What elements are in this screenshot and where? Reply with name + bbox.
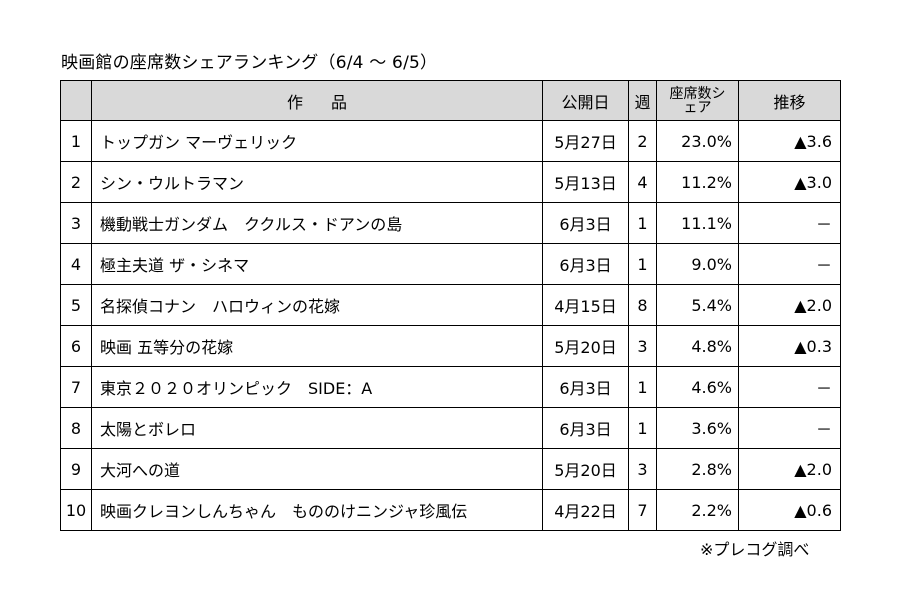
cell-week: 1 <box>628 407 657 449</box>
page-title: 映画館の座席数シェアランキング（6/4 ～ 6/5） <box>61 53 438 73</box>
table-row: 6 映画 五等分の花嫁 5月20日 3 4.8% ▲0.3 <box>60 325 841 367</box>
header-share: 座席数シェア <box>656 80 739 121</box>
table-row: 2 シン・ウルトラマン 5月13日 4 11.2% ▲3.0 <box>60 161 841 203</box>
cell-trend: ▲2.0 <box>738 448 841 490</box>
table-row: 9 大河への道 5月20日 3 2.8% ▲2.0 <box>60 448 841 490</box>
cell-title: 東京２０２０オリンピック SIDE：A <box>91 366 543 408</box>
table-row: 7 東京２０２０オリンピック SIDE：A 6月3日 1 4.6% － <box>60 366 841 408</box>
header-week: 週 <box>628 80 657 121</box>
cell-rank: 10 <box>60 489 92 531</box>
ranking-table: 作品 公開日 週 座席数シェア 推移 1 トップガン マーヴェリック 5月27日 2 2… <box>60 80 841 531</box>
cell-rank: 6 <box>60 325 92 367</box>
cell-trend: ▲3.0 <box>738 161 841 203</box>
table-row: 1 トップガン マーヴェリック 5月27日 2 23.0% ▲3.6 <box>60 120 841 162</box>
cell-trend: － <box>738 407 841 449</box>
header-title: 作品 <box>91 80 543 121</box>
cell-seat-share: 11.2% <box>656 161 739 203</box>
cell-title: 機動戦士ガンダム ククルス・ドアンの島 <box>91 202 543 244</box>
cell-seat-share: 9.0% <box>656 243 739 285</box>
cell-title: 太陽とボレロ <box>91 407 543 449</box>
cell-week: 8 <box>628 284 657 326</box>
cell-title: 大河への道 <box>91 448 543 490</box>
cell-week: 3 <box>628 325 657 367</box>
table-row: 5 名探偵コナン ハロウィンの花嫁 4月15日 8 5.4% ▲2.0 <box>60 284 841 326</box>
cell-release-date: 5月20日 <box>542 448 629 490</box>
cell-rank: 4 <box>60 243 92 285</box>
cell-rank: 7 <box>60 366 92 408</box>
table-row: 3 機動戦士ガンダム ククルス・ドアンの島 6月3日 1 11.1% － <box>60 202 841 244</box>
cell-trend: ▲3.6 <box>738 120 841 162</box>
cell-seat-share: 5.4% <box>656 284 739 326</box>
cell-seat-share: 23.0% <box>656 120 739 162</box>
cell-week: 2 <box>628 120 657 162</box>
cell-release-date: 4月22日 <box>542 489 629 531</box>
cell-release-date: 5月20日 <box>542 325 629 367</box>
cell-title: 映画クレヨンしんちゃん もののけニンジャ珍風伝 <box>91 489 543 531</box>
cell-trend: ▲2.0 <box>738 284 841 326</box>
cell-release-date: 5月27日 <box>542 120 629 162</box>
cell-trend: － <box>738 202 841 244</box>
header-share-text: 座席数シェア <box>669 85 726 116</box>
cell-release-date: 6月3日 <box>542 407 629 449</box>
cell-title: 映画 五等分の花嫁 <box>91 325 543 367</box>
cell-rank: 3 <box>60 202 92 244</box>
cell-rank: 9 <box>60 448 92 490</box>
cell-title: トップガン マーヴェリック <box>91 120 543 162</box>
cell-rank: 1 <box>60 120 92 162</box>
source-note: ※プレコグ調べ <box>700 540 810 559</box>
cell-seat-share: 4.8% <box>656 325 739 367</box>
cell-trend: ▲0.6 <box>738 489 841 531</box>
cell-release-date: 5月13日 <box>542 161 629 203</box>
cell-week: 1 <box>628 202 657 244</box>
header-row: 作品 公開日 週 座席数シェア 推移 <box>60 80 841 121</box>
cell-week: 1 <box>628 366 657 408</box>
header-release: 公開日 <box>542 80 629 121</box>
cell-trend: － <box>738 243 841 285</box>
cell-trend: ▲0.3 <box>738 325 841 367</box>
cell-seat-share: 3.6% <box>656 407 739 449</box>
table-row: 4 極主夫道 ザ・シネマ 6月3日 1 9.0% － <box>60 243 841 285</box>
header-rank <box>60 80 92 121</box>
cell-title: シン・ウルトラマン <box>91 161 543 203</box>
cell-seat-share: 11.1% <box>656 202 739 244</box>
cell-rank: 8 <box>60 407 92 449</box>
cell-release-date: 6月3日 <box>542 366 629 408</box>
header-trend: 推移 <box>738 80 841 121</box>
cell-title: 名探偵コナン ハロウィンの花嫁 <box>91 284 543 326</box>
cell-seat-share: 2.8% <box>656 448 739 490</box>
cell-week: 1 <box>628 243 657 285</box>
cell-week: 7 <box>628 489 657 531</box>
cell-seat-share: 2.2% <box>656 489 739 531</box>
cell-release-date: 6月3日 <box>542 243 629 285</box>
cell-trend: － <box>738 366 841 408</box>
cell-rank: 5 <box>60 284 92 326</box>
cell-title: 極主夫道 ザ・シネマ <box>91 243 543 285</box>
cell-release-date: 4月15日 <box>542 284 629 326</box>
cell-week: 4 <box>628 161 657 203</box>
cell-release-date: 6月3日 <box>542 202 629 244</box>
table-row: 10 映画クレヨンしんちゃん もののけニンジャ珍風伝 4月22日 7 2.2% ▲0.6 <box>60 489 841 531</box>
cell-rank: 2 <box>60 161 92 203</box>
cell-seat-share: 4.6% <box>656 366 739 408</box>
table-row: 8 太陽とボレロ 6月3日 1 3.6% － <box>60 407 841 449</box>
cell-week: 3 <box>628 448 657 490</box>
